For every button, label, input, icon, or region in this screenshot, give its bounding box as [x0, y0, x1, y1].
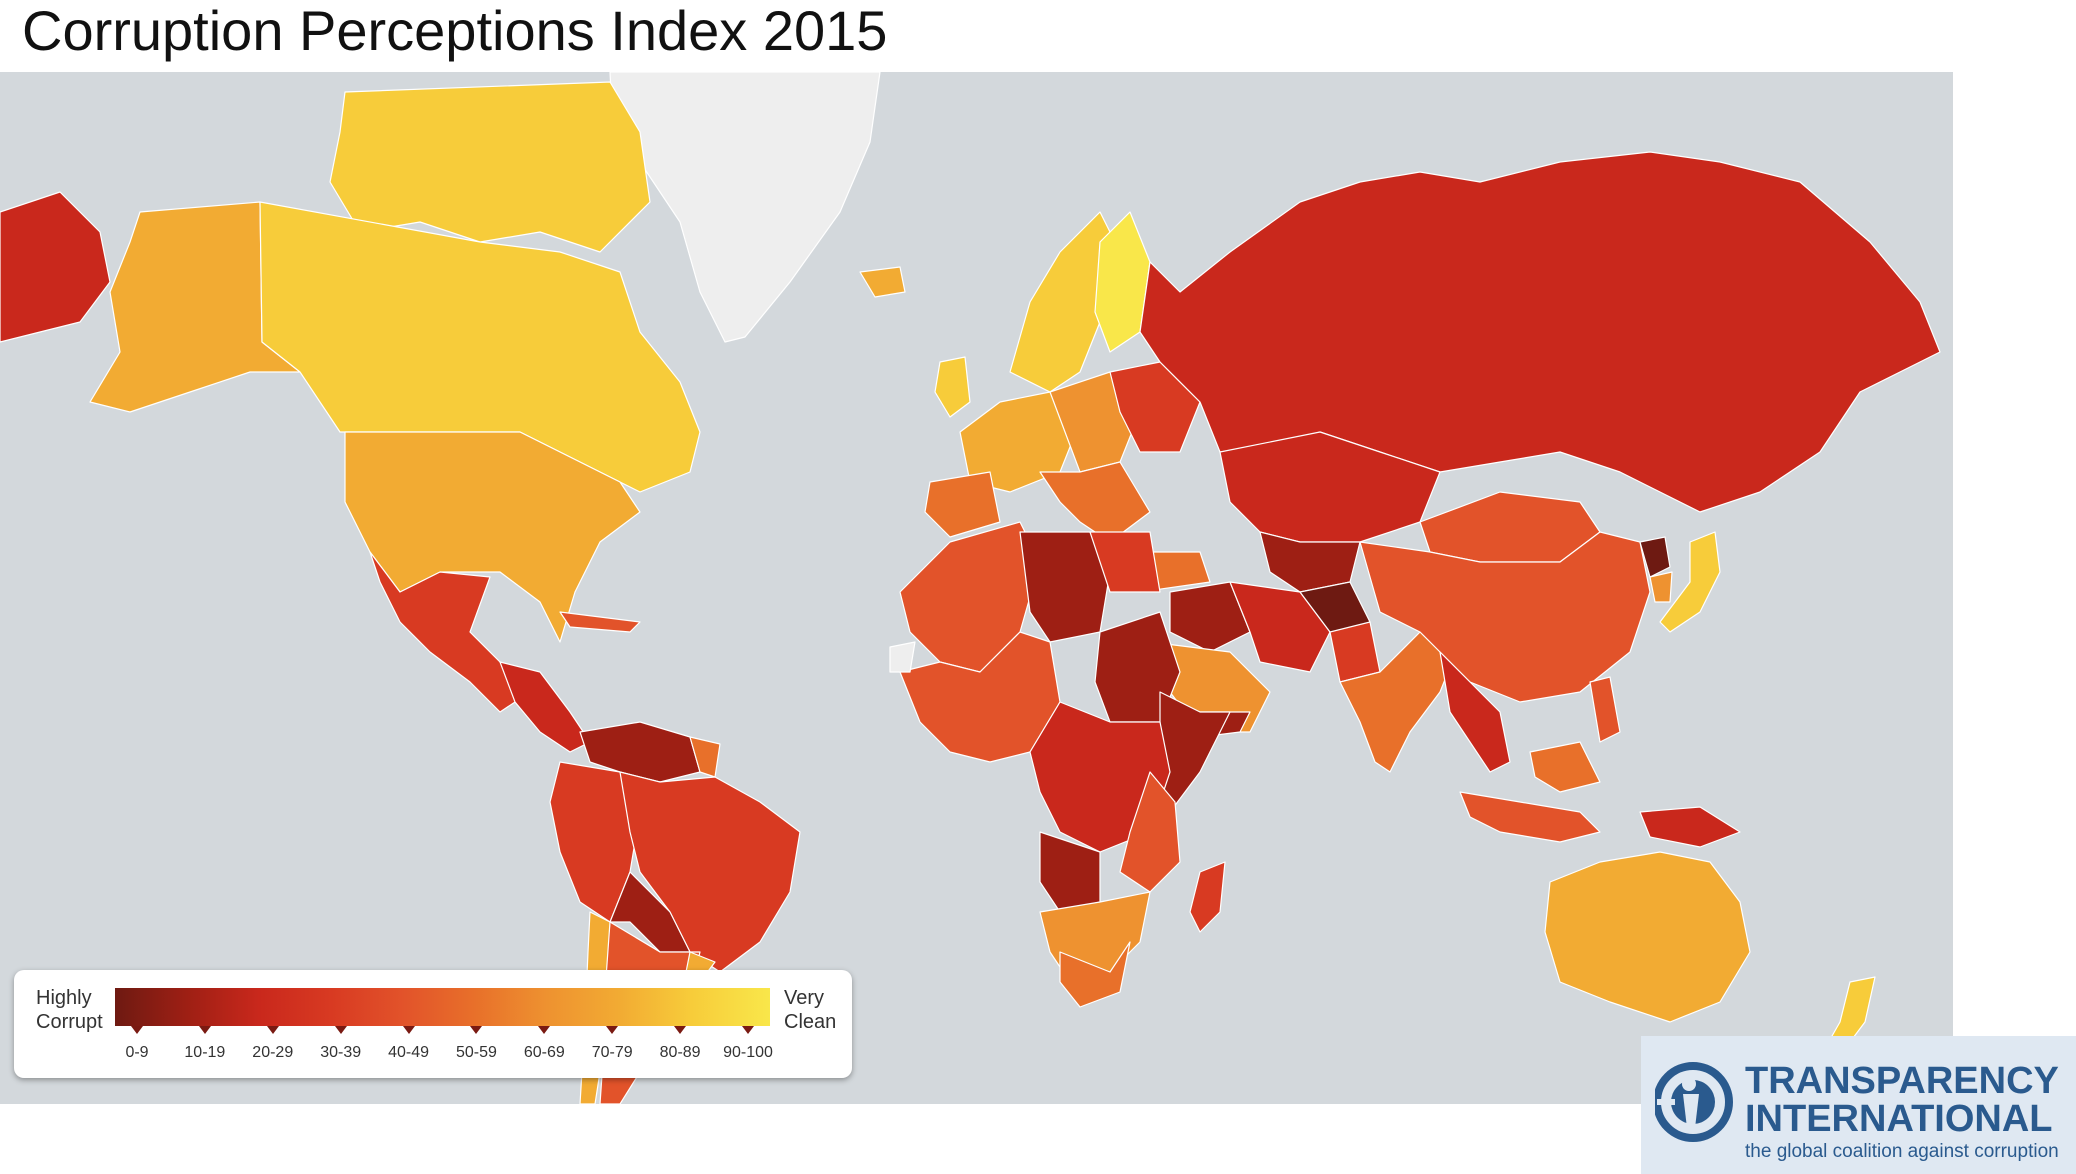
- region-japan: [1659, 531, 1721, 633]
- region-brazil: [619, 771, 801, 973]
- legend-range-label: 40-49: [388, 1044, 429, 1061]
- legend-right-line-1: Very: [784, 987, 825, 1009]
- legend-range-label: 80-89: [659, 1044, 701, 1061]
- region-kazakhstan: [1219, 431, 1441, 543]
- region-north-korea: [1639, 536, 1671, 578]
- legend-range-label: 0-9: [125, 1044, 149, 1061]
- ti-emblem-icon: [1655, 1062, 1733, 1142]
- legend-tick: [538, 1026, 551, 1034]
- region-papua: [1639, 806, 1741, 848]
- page-title: Corruption Perceptions Index 2015: [22, 0, 888, 62]
- region-canada: [259, 201, 701, 493]
- ti-tagline: the global coalition against corruption: [1745, 1141, 2059, 1162]
- region-central-america: [499, 661, 591, 753]
- legend-tick: [334, 1026, 347, 1034]
- region-china: [1359, 531, 1651, 703]
- world-map[interactable]: [0, 72, 1953, 1104]
- region-greenland: [609, 72, 881, 343]
- legend-very-clean-label: Very Clean: [784, 986, 836, 1034]
- legend-left-line-1: Highly: [36, 987, 92, 1009]
- legend-tick: [470, 1026, 483, 1034]
- region-caribbean: [559, 611, 641, 633]
- legend-tick: [742, 1026, 754, 1034]
- region-pakistan: [1329, 621, 1381, 683]
- region-western-sahara: [889, 641, 916, 673]
- region-india: [1339, 631, 1461, 773]
- region-italy-balkans: [1039, 461, 1151, 543]
- region-iraq-syria: [1169, 581, 1251, 653]
- region-southeast-asia: [1439, 651, 1511, 773]
- ti-name-line-2: INTERNATIONAL: [1745, 1098, 2053, 1140]
- legend: Highly Corrupt 0-9 10-19 20-29 30-39 40-49 50…: [14, 970, 852, 1078]
- legend-tick: [131, 1026, 143, 1034]
- legend-range-label: 50-59: [455, 1044, 497, 1061]
- legend-color-bar: [115, 988, 770, 1026]
- region-iberia: [924, 471, 1001, 538]
- region-australia: [1544, 851, 1751, 1023]
- legend-range-label: 20-29: [252, 1044, 294, 1061]
- legend-range-label: 30-39: [320, 1044, 362, 1061]
- legend-ticks: [115, 1026, 770, 1036]
- legend-tick: [198, 1026, 211, 1034]
- legend-right-line-2: Clean: [784, 1011, 837, 1033]
- world-map-svg: [0, 72, 1941, 1104]
- ti-name-line-1: TRANSPARENCY: [1745, 1060, 2059, 1102]
- legend-left-line-2: Corrupt: [36, 1011, 103, 1033]
- region-canada-arctic: [329, 81, 651, 253]
- transparency-international-logo: TRANSPARENCY INTERNATIONAL the global co…: [1641, 1036, 2076, 1174]
- region-iceland: [859, 266, 906, 298]
- legend-range-labels: 0-9 10-19 20-29 30-39 40-49 50-59 60-69 70-79 80…: [115, 1044, 772, 1068]
- region-russia-west-edge: [0, 191, 111, 343]
- region-south-korea: [1649, 571, 1673, 603]
- region-borneo-sulawesi: [1529, 741, 1601, 793]
- region-philippines: [1589, 676, 1621, 743]
- legend-range-label: 90-100: [723, 1044, 773, 1061]
- region-madagascar: [1189, 861, 1226, 933]
- legend-range-label: 60-69: [523, 1044, 565, 1061]
- legend-range-label: 10-19: [184, 1044, 226, 1061]
- legend-tick: [266, 1026, 279, 1034]
- region-south-africa: [1059, 941, 1131, 1008]
- region-indonesia: [1459, 791, 1601, 843]
- legend-highly-corrupt-label: Highly Corrupt: [36, 986, 103, 1034]
- region-uk: [934, 356, 971, 418]
- legend-tick: [402, 1026, 415, 1034]
- region-venezuela: [579, 721, 701, 783]
- legend-range-label: 70-79: [591, 1044, 633, 1061]
- region-egypt: [1089, 531, 1161, 593]
- legend-tick: [606, 1026, 619, 1034]
- legend-tick: [674, 1026, 687, 1034]
